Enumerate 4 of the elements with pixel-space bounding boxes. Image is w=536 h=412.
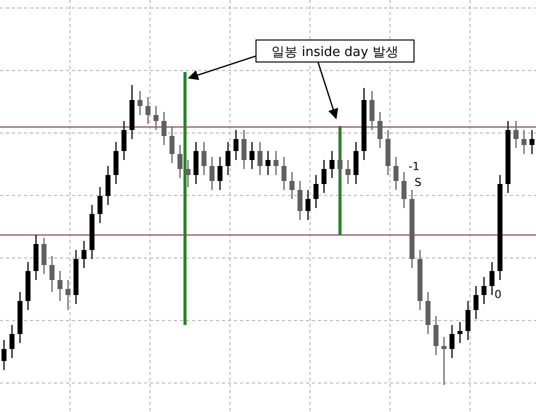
- annotation: -1: [408, 160, 420, 173]
- text: 일봉 inside day 발생: [272, 45, 398, 60]
- annotation: 0: [494, 288, 502, 301]
- annotation: S: [414, 176, 422, 189]
